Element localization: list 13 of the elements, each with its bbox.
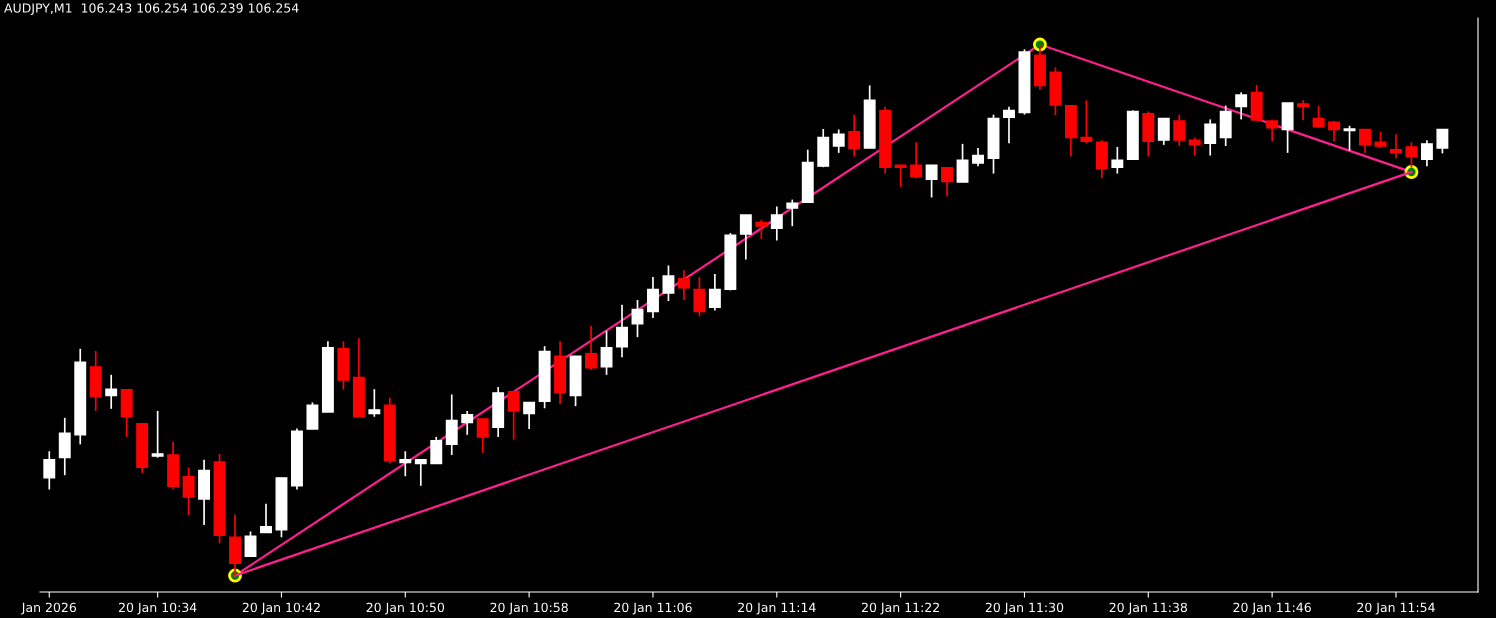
x-tick-label: 20 Jan 11:14 bbox=[738, 602, 816, 615]
x-tick-label: 20 Jan 10:34 bbox=[118, 602, 197, 615]
x-tick-label: 20 Jan 10:50 bbox=[366, 602, 445, 615]
x-tick-label: 20 Jan 11:54 bbox=[1357, 602, 1435, 615]
x-tick-label: 20 Jan 11:38 bbox=[1109, 602, 1188, 615]
x-tick-label: 20 Jan 11:06 bbox=[614, 602, 692, 615]
x-tick-label: 20 Jan 10:58 bbox=[490, 602, 568, 615]
x-tick-label: 20 Jan 11:46 bbox=[1233, 602, 1311, 615]
x-tick-label: 20 Jan 11:30 bbox=[985, 602, 1064, 615]
chart-title: AUDJPY,M1 106.243 106.254 106.239 106.254 bbox=[4, 3, 299, 15]
x-tick-label: Jan 2026 bbox=[21, 602, 77, 615]
x-tick-label: 20 Jan 10:42 bbox=[242, 602, 320, 615]
x-tick-label: 20 Jan 11:22 bbox=[861, 602, 939, 615]
